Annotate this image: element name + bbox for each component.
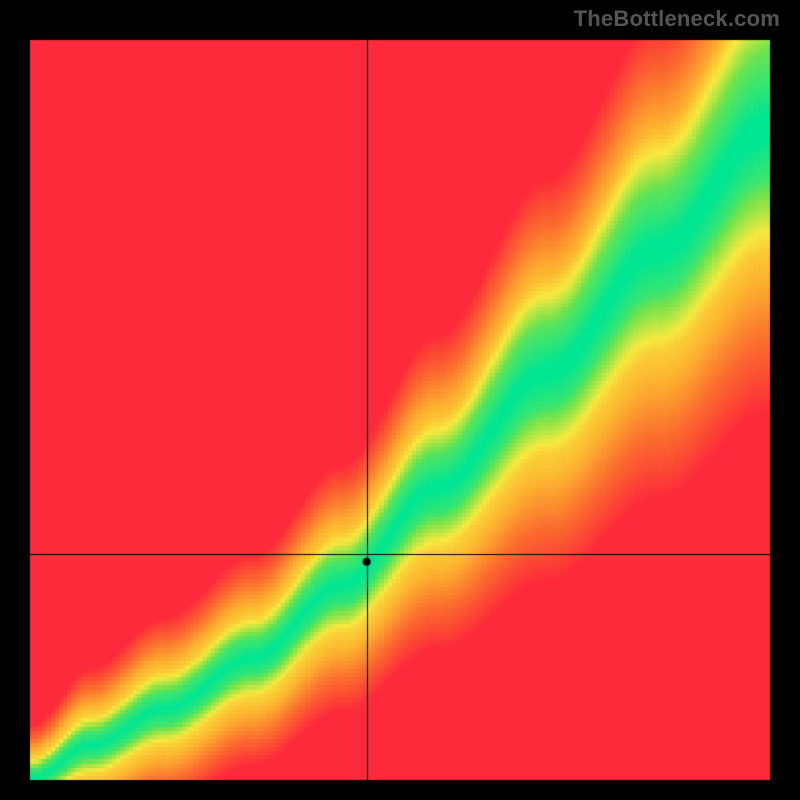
watermark-text: TheBottleneck.com [574,6,780,32]
heatmap-canvas [0,0,800,800]
chart-container: TheBottleneck.com [0,0,800,800]
